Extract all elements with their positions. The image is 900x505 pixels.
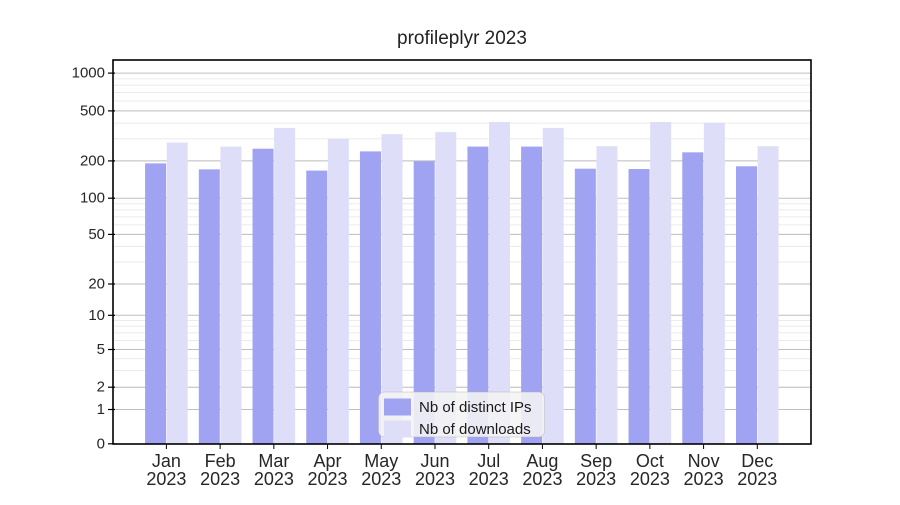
svg-text:Aug: Aug xyxy=(526,451,558,471)
svg-text:Nb of distinct IPs: Nb of distinct IPs xyxy=(419,399,532,416)
svg-text:Jun: Jun xyxy=(420,451,449,471)
svg-text:1: 1 xyxy=(97,401,105,418)
svg-text:2023: 2023 xyxy=(308,469,348,489)
svg-text:100: 100 xyxy=(80,190,105,207)
svg-text:Feb: Feb xyxy=(205,451,236,471)
svg-text:Oct: Oct xyxy=(636,451,664,471)
svg-text:2023: 2023 xyxy=(630,469,670,489)
svg-text:50: 50 xyxy=(88,226,105,243)
svg-text:2023: 2023 xyxy=(684,469,724,489)
svg-text:2023: 2023 xyxy=(146,469,186,489)
svg-text:Sep: Sep xyxy=(580,451,612,471)
svg-text:2023: 2023 xyxy=(469,469,509,489)
svg-text:1000: 1000 xyxy=(72,65,105,82)
svg-text:Jan: Jan xyxy=(152,451,181,471)
svg-text:Mar: Mar xyxy=(258,451,289,471)
svg-text:May: May xyxy=(364,451,398,471)
svg-text:2023: 2023 xyxy=(415,469,455,489)
svg-text:500: 500 xyxy=(80,102,105,119)
svg-text:Dec: Dec xyxy=(741,451,773,471)
svg-text:5: 5 xyxy=(97,341,105,358)
svg-text:Apr: Apr xyxy=(314,451,342,471)
svg-text:0: 0 xyxy=(97,435,105,452)
svg-text:2023: 2023 xyxy=(576,469,616,489)
svg-text:2023: 2023 xyxy=(522,469,562,489)
svg-text:200: 200 xyxy=(80,152,105,169)
svg-text:20: 20 xyxy=(88,276,105,293)
svg-text:2023: 2023 xyxy=(361,469,401,489)
svg-text:2023: 2023 xyxy=(200,469,240,489)
svg-text:Nov: Nov xyxy=(688,451,720,471)
svg-text:10: 10 xyxy=(88,307,105,324)
svg-text:Nb of downloads: Nb of downloads xyxy=(419,421,531,438)
svg-text:2023: 2023 xyxy=(254,469,294,489)
svg-text:2: 2 xyxy=(97,379,105,396)
svg-text:Jul: Jul xyxy=(477,451,500,471)
svg-text:2023: 2023 xyxy=(737,469,777,489)
